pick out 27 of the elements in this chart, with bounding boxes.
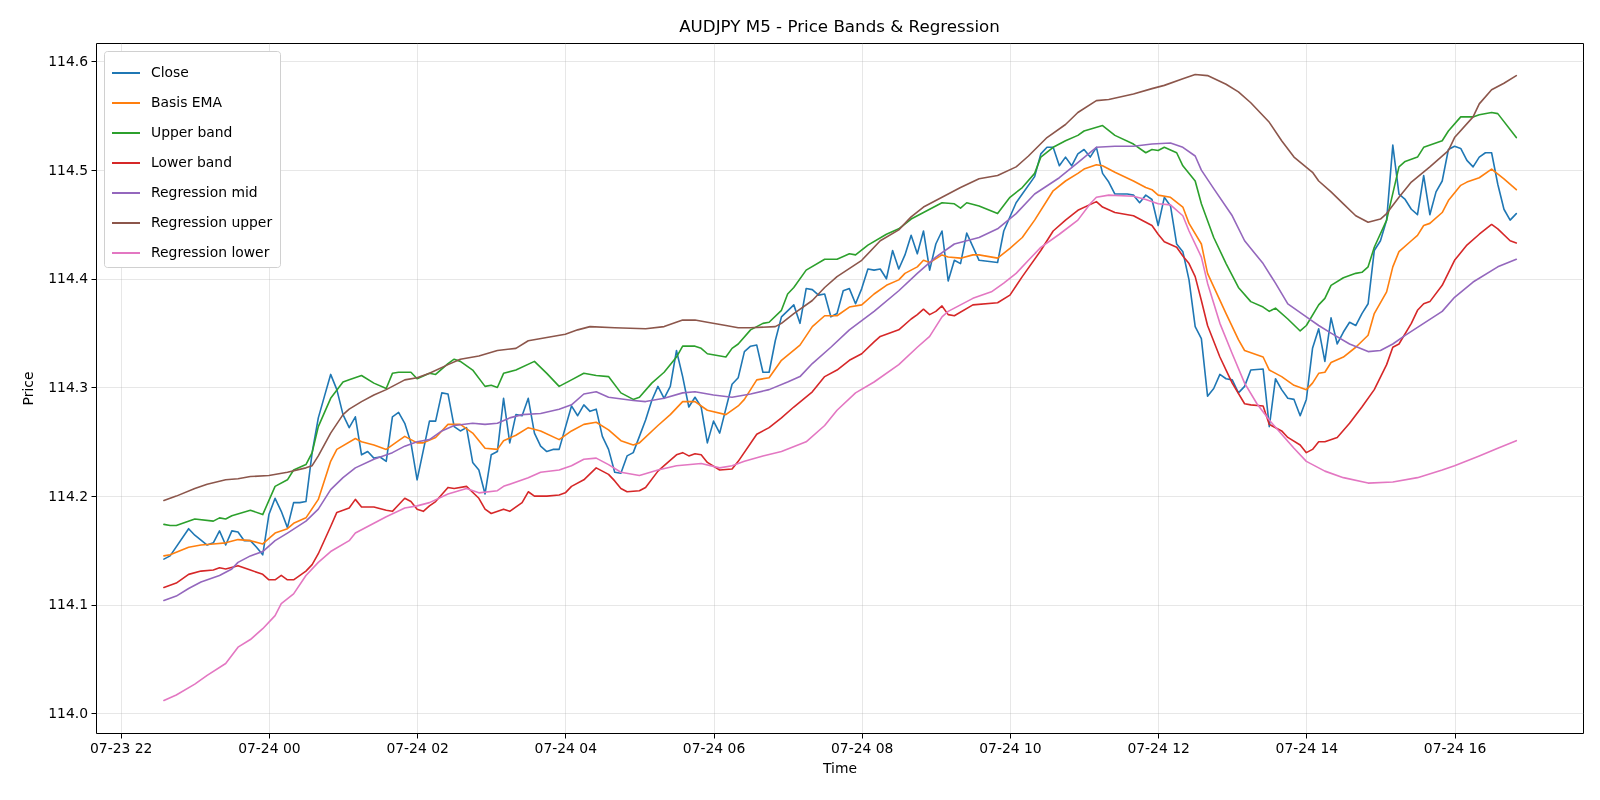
legend-label: Basis EMA [151, 94, 223, 110]
y-tick-label: 114.0 [48, 704, 88, 721]
y-tick-label: 114.6 [48, 52, 88, 69]
y-tick-label: 114.3 [48, 378, 88, 395]
x-tick-label: 07-24 12 [1127, 740, 1190, 756]
x-axis-title: Time [822, 759, 857, 776]
x-tick-label: 07-24 08 [831, 740, 894, 756]
y-tick-label: 114.1 [48, 596, 88, 613]
legend-label: Lower band [151, 154, 232, 170]
x-tick-label: 07-24 16 [1423, 740, 1487, 756]
legend-label: Close [151, 64, 189, 80]
chart-title: AUDJPY M5 - Price Bands & Regression [679, 16, 1000, 37]
legend-label: Regression mid [151, 184, 258, 200]
y-tick-label: 114.2 [48, 487, 88, 504]
x-tick-label: 07-24 10 [979, 740, 1042, 756]
legend-label: Upper band [151, 124, 233, 140]
x-tick-label: 07-24 00 [238, 740, 301, 756]
y-tick-label: 114.4 [48, 270, 89, 287]
x-tick-label: 07-24 04 [534, 740, 598, 756]
x-tick-label: 07-23 22 [89, 740, 153, 756]
y-tick-label: 114.5 [48, 161, 88, 178]
y-axis-title: Price [20, 371, 37, 406]
x-tick-label: 07-24 02 [386, 740, 449, 756]
x-tick-label: 07-24 06 [682, 740, 746, 756]
x-tick-label: 07-24 14 [1275, 740, 1339, 756]
legend-label: Regression lower [151, 244, 270, 260]
legend-label: Regression upper [151, 214, 273, 230]
